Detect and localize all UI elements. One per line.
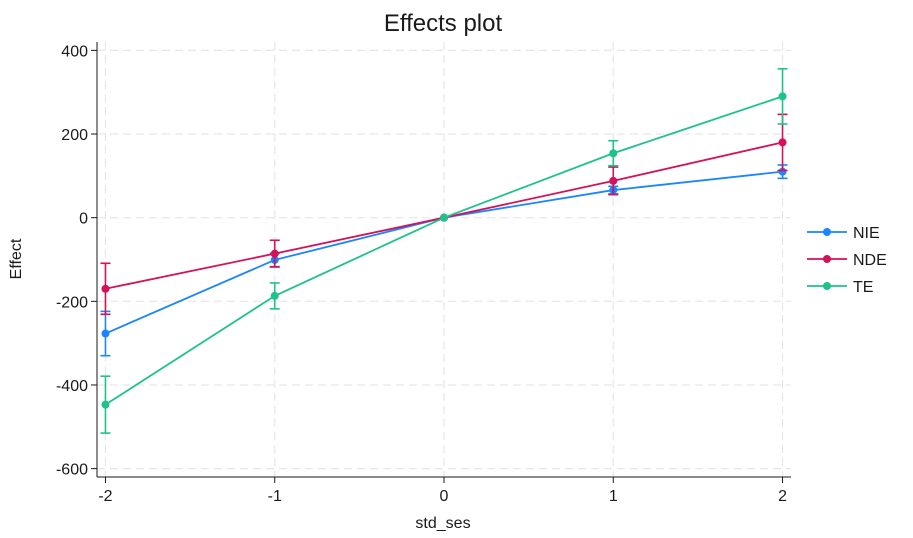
legend-nie-label: NIE [853, 225, 880, 242]
te-point [778, 92, 787, 101]
nie-point [101, 329, 110, 338]
legend: NIE NDE TE [807, 225, 887, 296]
series-te [100, 67, 788, 434]
legend-nie-marker [823, 228, 831, 236]
legend-te-marker [823, 282, 831, 290]
series-plot-area [100, 67, 788, 434]
te-point [101, 400, 110, 409]
y-tick-label: 400 [61, 43, 88, 60]
x-tick-label: 1 [609, 488, 618, 505]
nde-point [609, 176, 618, 185]
chart-title: Effects plot [384, 10, 503, 37]
te-point [270, 291, 279, 300]
legend-te-label: TE [853, 279, 873, 296]
te-point [609, 149, 618, 158]
series-nie [100, 164, 788, 357]
x-axis-title: std_ses [415, 515, 470, 532]
nde-point [778, 138, 787, 147]
x-tick-label: 2 [778, 488, 787, 505]
nde-point [101, 284, 110, 293]
y-tick-label: 200 [61, 127, 88, 144]
axes: -600 -400 -200 0 200 400 -2 -1 0 1 2 [56, 42, 791, 505]
y-tick-label: 0 [79, 211, 88, 228]
legend-nde-marker [823, 255, 831, 263]
x-tick-label: -2 [98, 488, 112, 505]
legend-nde-label: NDE [853, 252, 887, 269]
y-tick-label: -400 [56, 378, 88, 395]
y-tick-label: -600 [56, 462, 88, 479]
x-tick-label: -1 [268, 488, 282, 505]
te-point [440, 213, 448, 222]
x-tick-label: 0 [440, 488, 449, 505]
y-tick-label: -200 [56, 294, 88, 311]
nde-point [270, 249, 279, 258]
gridlines [97, 42, 791, 477]
y-axis-title: Effect [8, 238, 25, 279]
